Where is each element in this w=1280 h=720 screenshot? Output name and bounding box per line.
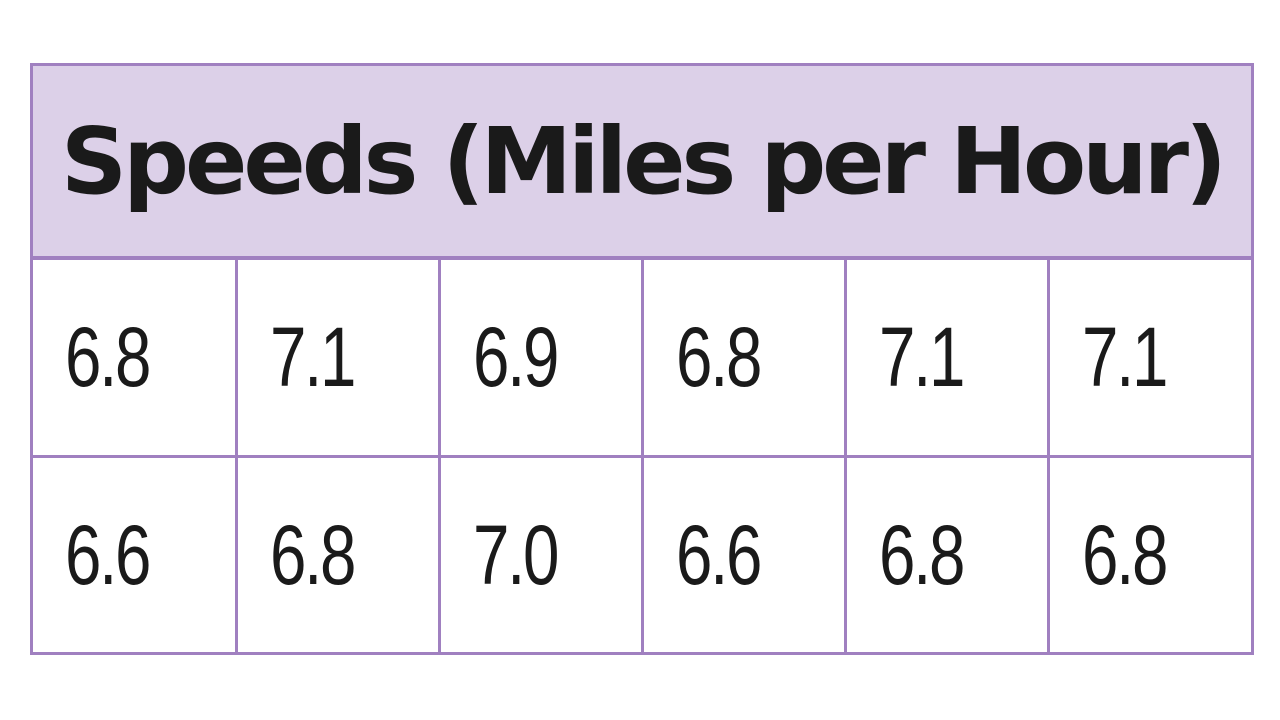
- table-cell: 6.6: [33, 455, 238, 652]
- table-cell: 7.1: [843, 256, 1050, 459]
- table-cell: 6.8: [234, 455, 441, 652]
- table-cell: 6.8: [1046, 455, 1251, 652]
- table-row: 6.6 6.8 7.0 6.6 6.8 6.8: [33, 455, 1251, 652]
- table-cell: 6.8: [33, 256, 238, 459]
- table-title: Speeds (Miles per Hour): [33, 66, 1251, 260]
- data-table: Speeds (Miles per Hour) 6.8 7.1 6.9 6.8 …: [33, 66, 1251, 652]
- table-cell: 6.6: [640, 455, 847, 652]
- table-cell: 6.9: [437, 256, 644, 459]
- table-row: 6.8 7.1 6.9 6.8 7.1 7.1: [33, 256, 1251, 459]
- table-header-row: Speeds (Miles per Hour): [33, 66, 1251, 260]
- table-cell: 6.8: [843, 455, 1050, 652]
- table-cell: 6.8: [640, 256, 847, 459]
- table-cell: 7.0: [437, 455, 644, 652]
- table-cell: 7.1: [1046, 256, 1251, 459]
- speeds-table: Speeds (Miles per Hour) 6.8 7.1 6.9 6.8 …: [30, 63, 1254, 655]
- table-cell: 7.1: [234, 256, 441, 459]
